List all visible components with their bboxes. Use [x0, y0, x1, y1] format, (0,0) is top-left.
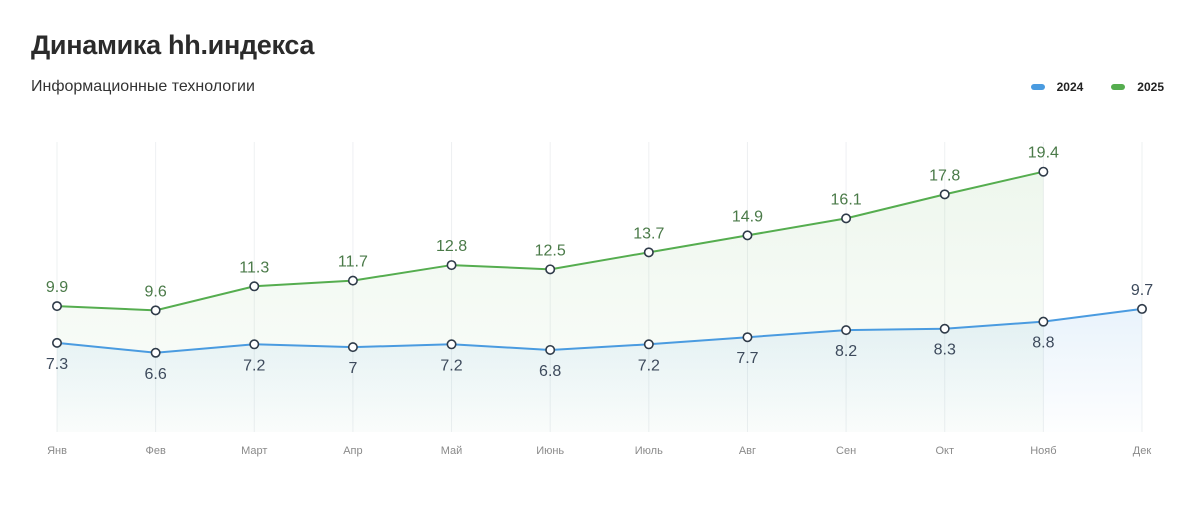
- point-2024: [1137, 303, 1148, 314]
- data-label-2024: 7.2: [440, 357, 462, 374]
- x-tick-label: Авг: [739, 445, 756, 457]
- point-2025: [742, 230, 753, 241]
- x-tick-label: Дек: [1133, 445, 1152, 457]
- legend-swatch-2025: [1111, 84, 1126, 90]
- x-tick-label: Фев: [145, 445, 165, 457]
- data-label-2025: 12.5: [535, 242, 566, 259]
- data-label-2025: 11.7: [338, 254, 368, 271]
- x-tick-label: Апр: [343, 445, 362, 457]
- point-2024: [150, 347, 161, 358]
- data-label-2024: 8.2: [835, 343, 857, 360]
- data-points: [51, 166, 1148, 358]
- area-2025: [57, 171, 1044, 432]
- point-2025: [347, 275, 358, 286]
- data-label-2024: 7.3: [46, 356, 68, 373]
- area-fills: [57, 171, 1142, 432]
- legend: 2024 2025: [1030, 80, 1164, 94]
- point-2025: [446, 260, 457, 271]
- data-label-2025: 13.7: [633, 225, 664, 242]
- x-tick-label: Окт: [935, 445, 954, 457]
- data-label-2024: 7.2: [638, 357, 660, 374]
- point-2024: [249, 339, 260, 350]
- data-label-2024: 6.6: [145, 366, 167, 383]
- data-label-2025: 17.8: [929, 167, 960, 184]
- point-2024: [643, 339, 654, 350]
- data-label-2025: 19.4: [1028, 145, 1059, 162]
- point-2025: [150, 305, 161, 316]
- point-2024: [1038, 316, 1049, 327]
- x-tick-label: Нояб: [1030, 445, 1056, 457]
- data-label-2024: 7: [348, 360, 357, 377]
- data-label-2024: 8.3: [934, 342, 956, 359]
- point-2024: [51, 337, 62, 348]
- data-label-2024: 7.2: [243, 357, 265, 374]
- chart-subtitle: Информационные технологии: [31, 78, 255, 95]
- point-2024: [939, 323, 950, 334]
- legend-item-2025[interactable]: 2025: [1111, 80, 1164, 94]
- x-tick-label: Июль: [635, 445, 663, 457]
- point-2024: [545, 344, 556, 355]
- point-2025: [545, 264, 556, 275]
- legend-label-2025: 2025: [1137, 80, 1164, 94]
- point-2024: [841, 325, 852, 336]
- point-2025: [643, 247, 654, 258]
- data-label-2025: 9.6: [145, 283, 167, 300]
- point-2025: [841, 213, 852, 224]
- x-tick-label: Сен: [836, 445, 856, 457]
- x-tick-label: Июнь: [536, 445, 564, 457]
- data-label-2024: 9.7: [1131, 282, 1153, 299]
- point-2025: [1038, 166, 1049, 177]
- point-2025: [939, 189, 950, 200]
- line-2024: [56, 307, 1143, 354]
- data-label-2025: 12.8: [436, 238, 467, 255]
- point-2025: [51, 301, 62, 312]
- x-tick-label: Март: [241, 445, 267, 457]
- data-label-2025: 14.9: [732, 208, 763, 225]
- data-label-2024: 6.8: [539, 363, 561, 380]
- data-label-2024: 7.7: [736, 350, 758, 367]
- point-2024: [347, 342, 358, 353]
- data-label-2024: 8.8: [1032, 335, 1054, 352]
- x-tick-label: Янв: [47, 445, 67, 457]
- legend-label-2024: 2024: [1056, 80, 1084, 94]
- data-labels: 7.3 6.6 7.2 7 7.2 6.8 7.2 7.7 8.2 8.3 8.8 9.7 9.9 9.6…: [46, 145, 1153, 383]
- data-label-2025: 9.9: [46, 279, 68, 296]
- data-label-2025: 11.3: [239, 259, 269, 276]
- legend-item-2024[interactable]: 2024: [1030, 80, 1084, 94]
- page-title: Динамика hh.индекса: [31, 30, 315, 60]
- data-label-2025: 16.1: [831, 191, 862, 208]
- legend-swatch-2024: [1030, 84, 1045, 90]
- point-2024: [742, 332, 753, 343]
- x-tick-label: Май: [441, 445, 463, 457]
- point-2024: [446, 339, 457, 350]
- point-2025: [249, 281, 260, 292]
- x-axis-ticks: Янв Фев Март Апр Май Июнь Июль Авг Сен Окт Нояб Дек: [47, 445, 1151, 457]
